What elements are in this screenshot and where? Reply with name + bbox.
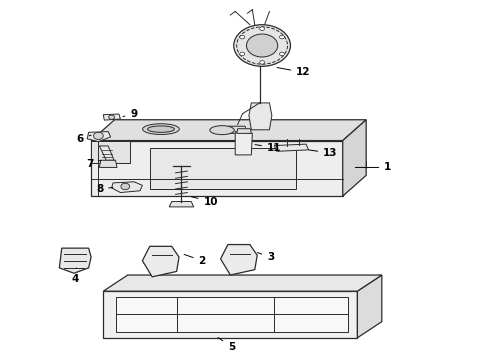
Polygon shape [91, 140, 130, 163]
Text: 6: 6 [76, 134, 91, 144]
Circle shape [234, 25, 291, 66]
Circle shape [280, 52, 284, 56]
Polygon shape [99, 160, 117, 167]
Circle shape [94, 132, 103, 139]
Polygon shape [343, 120, 366, 196]
Polygon shape [91, 140, 343, 196]
Polygon shape [237, 129, 251, 134]
Circle shape [280, 35, 284, 39]
Polygon shape [150, 148, 296, 189]
Polygon shape [112, 182, 143, 193]
Circle shape [240, 35, 245, 39]
Text: 3: 3 [257, 252, 274, 262]
Polygon shape [235, 132, 252, 155]
Polygon shape [143, 246, 179, 277]
Polygon shape [103, 275, 382, 291]
Circle shape [240, 52, 245, 56]
Polygon shape [274, 144, 309, 151]
Text: 8: 8 [96, 184, 113, 194]
Polygon shape [99, 146, 114, 160]
Polygon shape [91, 120, 366, 140]
Polygon shape [103, 114, 121, 120]
Text: 5: 5 [218, 338, 235, 352]
Text: 12: 12 [277, 67, 311, 77]
Text: 1: 1 [355, 162, 392, 172]
Text: 4: 4 [72, 268, 79, 284]
Circle shape [260, 60, 265, 64]
Circle shape [260, 27, 265, 31]
Text: 11: 11 [255, 143, 281, 153]
Text: 7: 7 [86, 159, 101, 169]
Text: 10: 10 [192, 197, 218, 207]
Polygon shape [227, 126, 247, 134]
Text: 13: 13 [309, 148, 338, 158]
Polygon shape [249, 103, 272, 130]
Polygon shape [103, 291, 357, 338]
Ellipse shape [147, 126, 174, 132]
Circle shape [121, 183, 130, 190]
Polygon shape [220, 244, 257, 275]
Polygon shape [87, 132, 111, 141]
Ellipse shape [210, 126, 234, 135]
Polygon shape [169, 202, 194, 207]
Polygon shape [59, 248, 91, 273]
Polygon shape [116, 297, 347, 332]
Text: 2: 2 [184, 255, 206, 266]
Circle shape [246, 34, 278, 57]
Polygon shape [357, 275, 382, 338]
Circle shape [109, 115, 115, 120]
Ellipse shape [143, 124, 179, 135]
Text: 9: 9 [123, 109, 137, 119]
